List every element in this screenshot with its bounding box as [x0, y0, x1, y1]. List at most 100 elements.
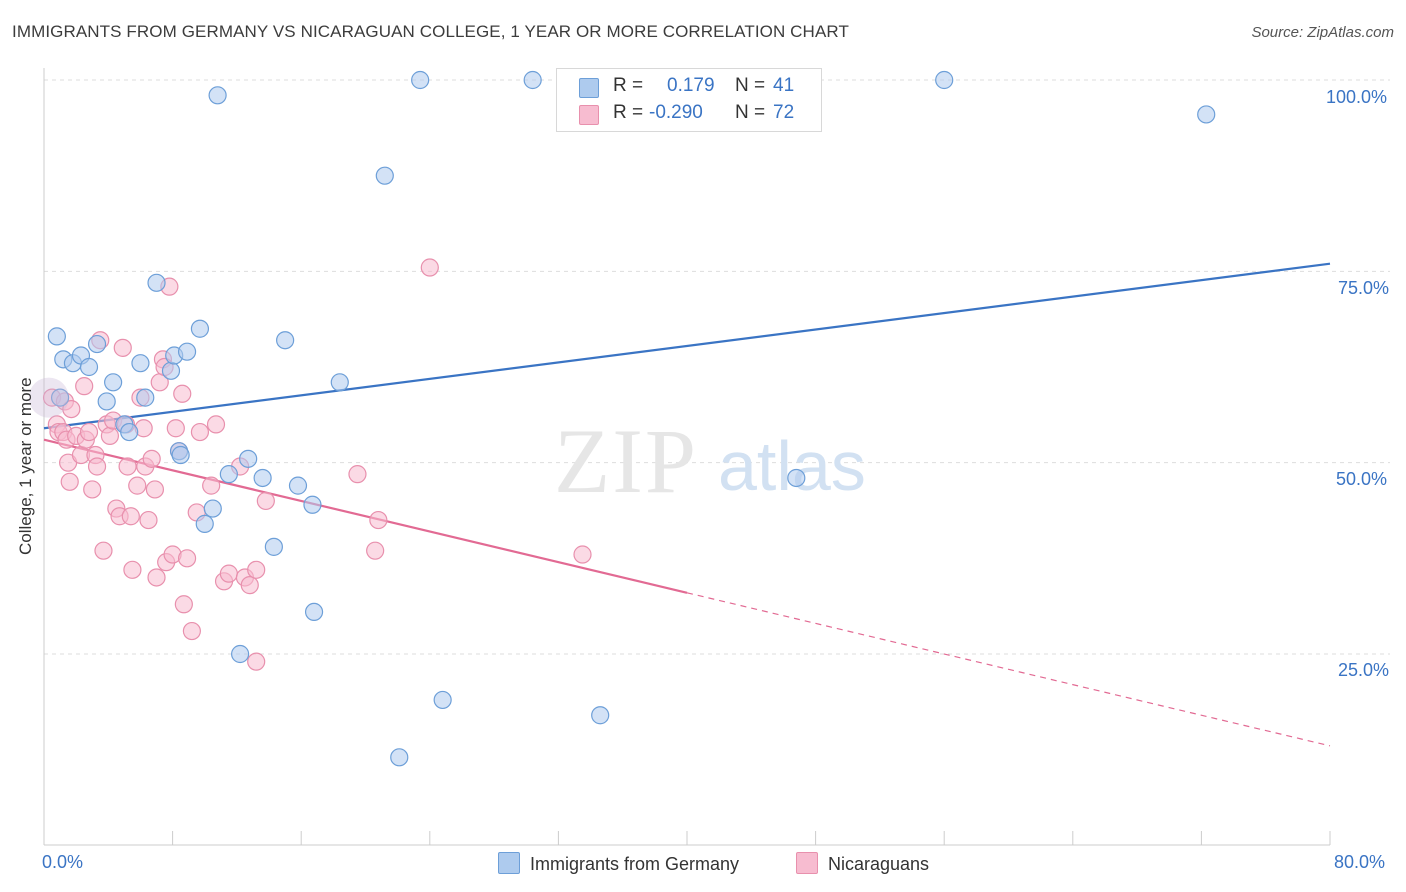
germany-n-label: N = — [735, 75, 766, 96]
germany-point — [276, 331, 295, 350]
y-tick-25: 25.0% — [1338, 660, 1390, 680]
nicaraguans-point — [369, 510, 388, 530]
nicaraguans-point — [177, 549, 197, 568]
germany-point — [120, 422, 139, 442]
germany-point — [787, 468, 806, 488]
legend-nicaraguans-label: Nicaraguans — [828, 854, 930, 874]
nicaraguans-point — [62, 399, 81, 419]
germany-point — [591, 706, 610, 725]
nicaraguans-point — [173, 384, 192, 403]
nicaraguans-point — [60, 472, 79, 491]
nicaraguans-point — [420, 258, 439, 277]
nicaraguans-n-value: 72 — [773, 102, 795, 123]
y-tick-100: 100.0% — [1326, 87, 1388, 107]
nicaraguans-trend-extension — [686, 592, 1331, 747]
nicaraguans-point — [145, 480, 165, 499]
y-tick-50: 50.0% — [1336, 469, 1388, 489]
nicaraguans-point — [113, 338, 132, 357]
nicaraguans-point — [147, 568, 166, 587]
germany-point — [219, 465, 238, 484]
germany-point — [131, 354, 150, 373]
germany-point — [264, 537, 283, 556]
germany-point — [288, 476, 308, 495]
germany-point — [304, 602, 324, 622]
nicaraguans-point — [142, 449, 161, 468]
source-credit: Source: ZipAtlas.com — [1251, 24, 1394, 41]
germany-point — [47, 327, 66, 346]
nicaraguans-point — [79, 422, 99, 442]
nicaraguans-point — [219, 564, 238, 583]
watermark: ZIP atlas — [554, 410, 866, 512]
nicaraguans-point — [202, 476, 221, 495]
germany-point — [97, 392, 116, 411]
legend-item-germany: Immigrants from Germany — [498, 852, 739, 875]
germany-point — [195, 514, 214, 533]
nicaraguans-point — [174, 595, 193, 614]
germany-point — [433, 690, 452, 710]
nicaraguans-point — [100, 426, 120, 445]
nicaraguans-point — [206, 415, 226, 434]
watermark-atlas: atlas — [718, 427, 866, 505]
nicaraguans-point — [190, 422, 210, 442]
germany-point — [147, 273, 166, 292]
cluster-point — [28, 377, 69, 418]
nicaraguans-point — [83, 480, 102, 499]
germany-point — [1197, 105, 1216, 124]
nicaraguans-point — [240, 576, 259, 595]
germany-trend-line — [43, 262, 1331, 430]
germany-n-value: 41 — [773, 75, 795, 96]
germany-point — [161, 361, 181, 380]
nicaraguans-point — [75, 377, 94, 396]
legend-item-nicaraguans: Nicaraguans — [796, 852, 929, 875]
germany-point — [935, 70, 954, 90]
data-points — [28, 70, 1216, 767]
germany-point — [375, 166, 394, 185]
legend-germany-label: Immigrants from Germany — [530, 854, 740, 874]
nicaraguans-point — [247, 652, 266, 671]
germany-point — [50, 388, 70, 407]
germany-point — [171, 445, 190, 465]
nicaraguans-point — [348, 465, 367, 484]
germany-point — [523, 70, 542, 90]
germany-point — [239, 449, 258, 468]
legend-germany-swatch — [498, 852, 520, 874]
nicaraguans-point — [182, 621, 201, 641]
germany-point — [253, 468, 272, 488]
nicaraguans-point — [87, 457, 107, 476]
nicaraguans-point — [247, 560, 266, 579]
germany-point — [411, 70, 430, 90]
watermark-zip: ZIP — [554, 410, 698, 512]
x-tick-max: 80.0% — [1334, 852, 1386, 872]
nicaraguans-r-label: R = — [613, 102, 644, 123]
x-tick-min: 0.0% — [42, 852, 84, 872]
germany-point — [136, 388, 155, 407]
germany-point — [231, 644, 250, 664]
germany-point — [303, 495, 322, 514]
germany-point — [79, 357, 99, 377]
nicaraguans-point — [118, 457, 137, 476]
germany-point — [190, 319, 210, 338]
nicaraguans-point — [366, 541, 385, 560]
nicaraguans-n-label: N = — [735, 102, 766, 123]
nicaraguans-point — [166, 419, 185, 438]
germany-point — [390, 748, 409, 767]
nicaraguans-r-value: -0.290 — [649, 102, 703, 123]
germany-point — [104, 373, 123, 392]
germany-swatch — [579, 78, 599, 98]
nicaraguans-point — [256, 491, 275, 511]
axes — [43, 68, 1331, 846]
legend-nicaraguans-swatch — [796, 852, 818, 874]
y-axis-label: College, 1 year or more — [16, 377, 35, 555]
nicaraguans-point — [121, 507, 140, 526]
germany-r-label: R = — [613, 75, 644, 96]
germany-point — [208, 86, 227, 105]
nicaraguans-point — [128, 476, 147, 495]
correlation-legend: R = 0.179 N = 41 R = -0.290 N = 72 — [556, 68, 822, 132]
chart-title: IMMIGRANTS FROM GERMANY VS NICARAGUAN CO… — [12, 22, 849, 41]
grid-lines — [44, 79, 1390, 655]
germany-point — [203, 499, 222, 518]
nicaraguans-point — [94, 541, 113, 560]
nicaraguans-point — [573, 545, 592, 564]
nicaraguans-point — [123, 560, 142, 579]
